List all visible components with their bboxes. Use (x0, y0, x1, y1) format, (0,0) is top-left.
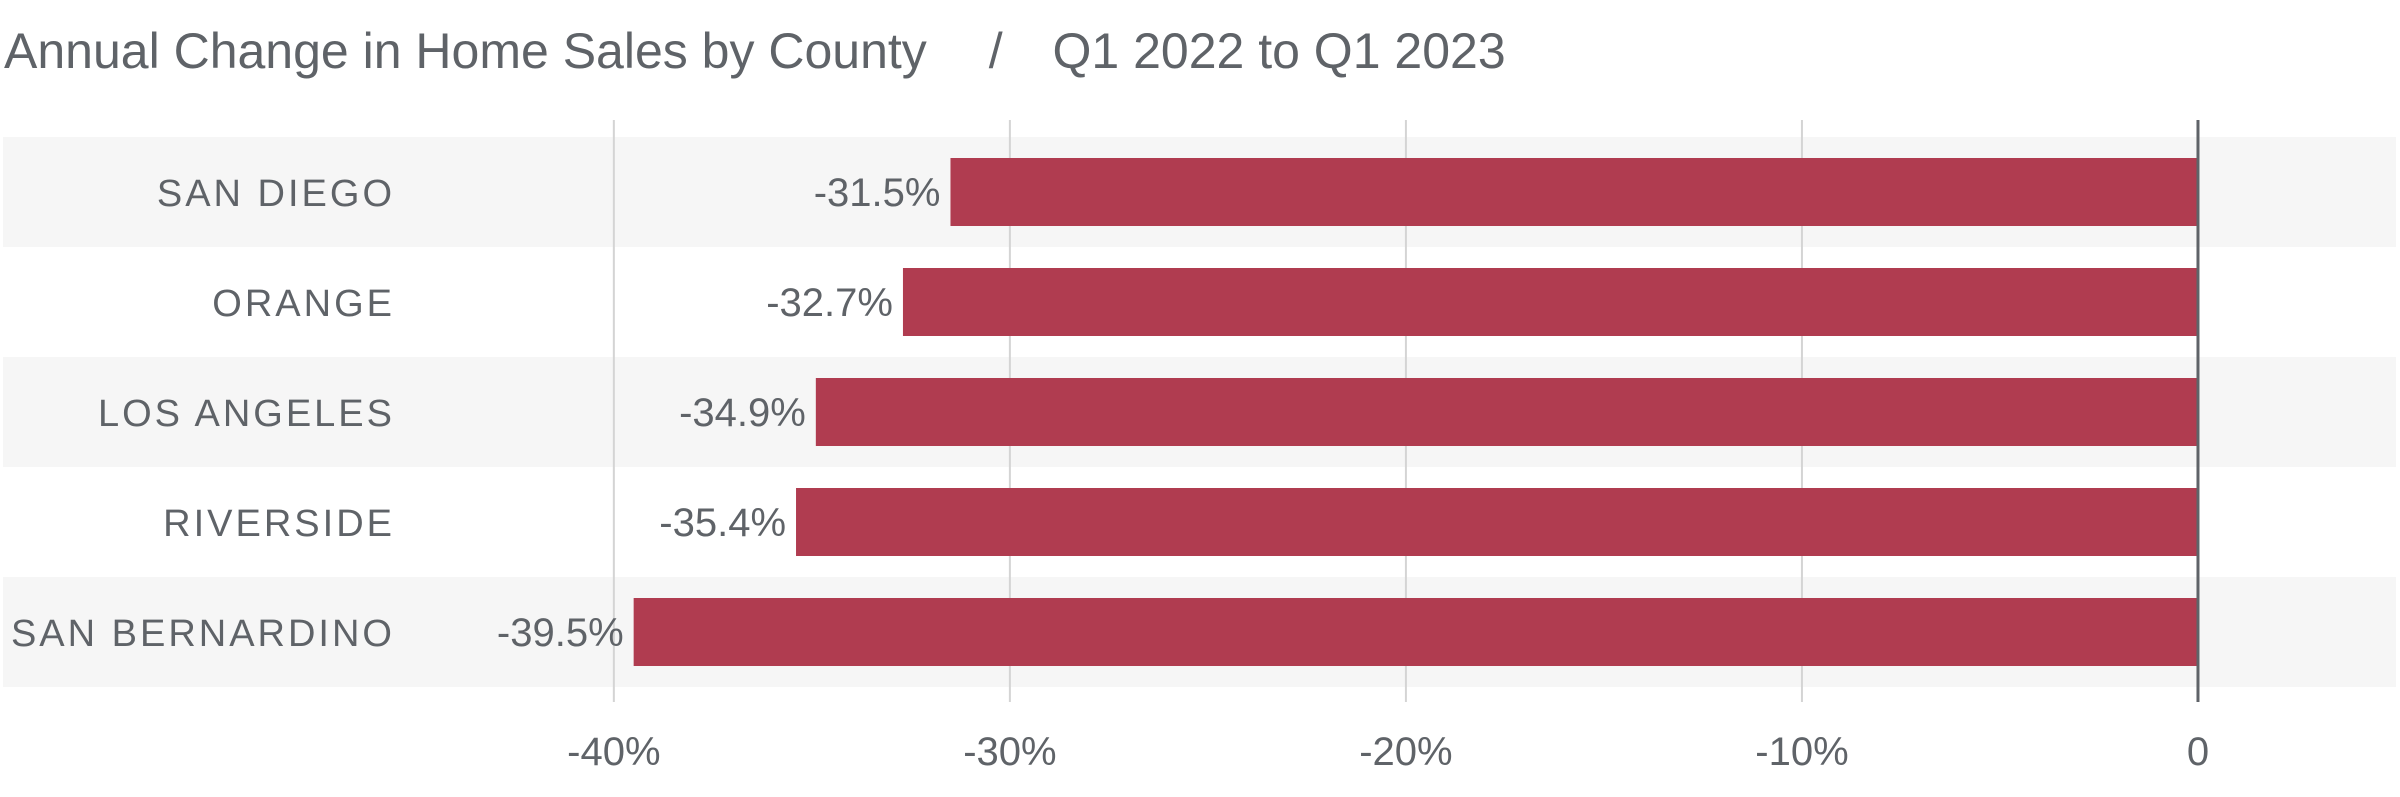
category-label: SAN DIEGO (157, 173, 395, 215)
chart-title: Annual Change in Home Sales by County (4, 23, 927, 79)
value-label: -35.4% (659, 501, 786, 545)
value-label: -31.5% (814, 171, 941, 215)
category-label: ORANGE (212, 283, 395, 325)
x-tick-label: -10% (1755, 730, 1848, 774)
category-label: LOS ANGELES (98, 393, 395, 435)
bar (950, 158, 2198, 226)
x-tick-label: 0 (2187, 730, 2209, 774)
category-label: RIVERSIDE (163, 503, 395, 545)
value-label: -32.7% (766, 281, 893, 325)
title-separator: / (988, 23, 1003, 79)
bar (815, 378, 2198, 446)
chart-title-row: Annual Change in Home Sales by County / … (4, 22, 1506, 82)
bar (633, 598, 2198, 666)
category-label: SAN BERNARDINO (11, 613, 395, 655)
bar (796, 488, 2198, 556)
x-tick-label: -20% (1359, 730, 1452, 774)
value-label: -34.9% (679, 391, 806, 435)
bar (902, 268, 2198, 336)
x-tick-label: -40% (567, 730, 660, 774)
x-tick-label: -30% (963, 730, 1056, 774)
value-label: -39.5% (497, 611, 624, 655)
chart-subtitle: Q1 2022 to Q1 2023 (1052, 23, 1506, 79)
